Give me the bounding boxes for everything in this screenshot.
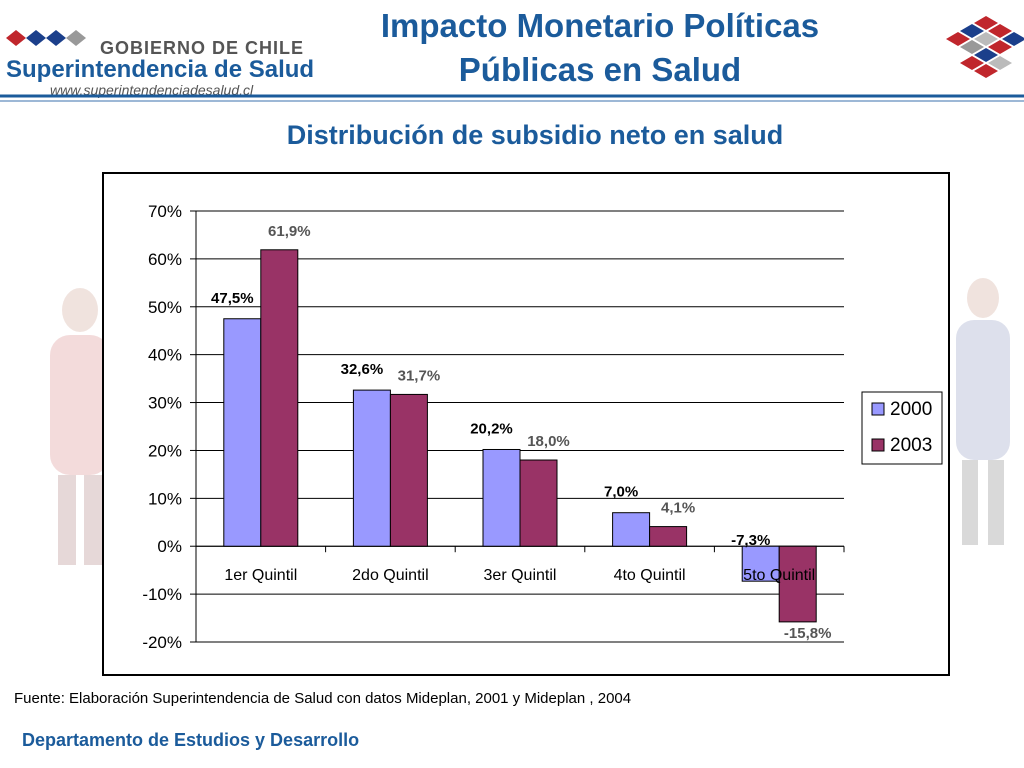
data-label-2003: -15,8% — [784, 625, 832, 642]
institution-name: Superintendencia de Salud — [6, 56, 315, 83]
y-tick-label: 50% — [148, 298, 182, 317]
chart-title: Distribución de subsidio neto en salud — [286, 120, 784, 150]
y-tick-label: 0% — [157, 537, 182, 556]
header-divider — [0, 94, 1024, 102]
bar-2003 — [519, 459, 558, 547]
bar-2000 — [741, 545, 780, 582]
department-label: Departamento de Estudios y Desarrollo — [22, 730, 360, 750]
data-label-2000: 20,2% — [470, 420, 513, 437]
page-title-line2: Públicas en Salud — [458, 51, 742, 88]
data-label-2000: 7,0% — [604, 484, 638, 501]
bar-2003 — [649, 526, 688, 547]
x-tick-label: 1er Quintil — [224, 567, 297, 584]
background-person-right-icon — [956, 278, 1010, 545]
bar-2000 — [352, 389, 391, 547]
bar-chart: 70% 60% 50% 40% 30% 20% 10% 0% -10% -20% 1er Quint… — [142, 202, 943, 652]
y-tick-label: -10% — [142, 585, 182, 604]
y-tick-label: 40% — [148, 346, 182, 365]
x-tick-label: 2do Quintil — [352, 567, 429, 584]
y-tick-label: 10% — [148, 489, 182, 508]
website-label: www.superintendenciadesalud.cl — [50, 82, 254, 98]
chart-frame: 70% 60% 50% 40% 30% 20% 10% 0% -10% -20% 1er Quint… — [102, 172, 950, 676]
data-label-2003: 61,9% — [268, 223, 311, 240]
y-tick-label: 20% — [148, 441, 182, 460]
y-tick-label: 60% — [148, 250, 182, 269]
bar-2000 — [223, 318, 262, 547]
data-label-2000: 47,5% — [211, 290, 254, 307]
bar-2000 — [612, 512, 651, 547]
y-tick-label: -20% — [142, 633, 182, 652]
x-tick-label: 4to Quintil — [614, 567, 686, 584]
bar-2003 — [389, 393, 428, 547]
source-note: Fuente: Elaboración Superintendencia de … — [14, 690, 632, 707]
data-label-2003: 18,0% — [527, 433, 570, 450]
bar-2003 — [778, 545, 817, 623]
legend-label-2000: 2000 — [890, 399, 932, 420]
page-title-line1: Impacto Monetario Políticas — [380, 7, 820, 44]
legend-label-2003: 2003 — [890, 435, 932, 456]
gobierno-label: GOBIERNO DE CHILE — [100, 38, 305, 58]
bar-2003 — [260, 249, 299, 547]
y-tick-label: 30% — [148, 394, 182, 413]
data-label-2003: 31,7% — [398, 367, 441, 384]
government-logo-icon — [6, 30, 86, 46]
cube-logo-icon — [946, 16, 1024, 78]
x-tick-label: 3er Quintil — [484, 567, 557, 584]
background-person-left-icon — [50, 288, 110, 565]
y-tick-label: 70% — [148, 202, 182, 221]
institution-logo: GOBIERNO DE CHILE Superintendencia de Sa… — [0, 0, 314, 100]
data-label-2003: 4,1% — [661, 500, 695, 517]
data-label-2000: 32,6% — [341, 361, 384, 378]
bar-2000 — [482, 448, 521, 547]
data-label-2000: -7,3% — [731, 532, 770, 549]
header: GOBIERNO DE CHILE Superintendencia de Sa… — [0, 0, 1024, 108]
legend-swatch-2000 — [871, 402, 885, 416]
x-tick-label: 5to Quintil — [743, 567, 815, 584]
legend-swatch-2003 — [871, 438, 885, 452]
page-title: Impacto Monetario Políticas Públicas en … — [310, 4, 890, 92]
